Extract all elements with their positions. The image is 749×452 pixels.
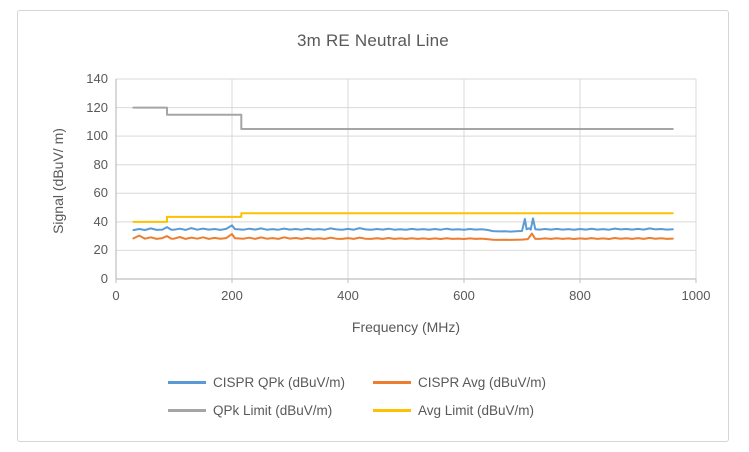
legend-item-avg-limit[interactable]: Avg Limit (dBuV/m) [373, 403, 578, 418]
y-tick-label: 20 [93, 242, 108, 258]
legend-row-2: QPk Limit (dBuV/m) Avg Limit (dBuV/m) [168, 403, 578, 418]
legend-line-swatch-cispr-avg [373, 381, 411, 384]
legend-row-1: CISPR QPk (dBuV/m) CISPR Avg (dBuV/m) [168, 375, 578, 390]
legend-label-qpk-limit: QPk Limit (dBuV/m) [213, 403, 333, 418]
x-tick-label: 600 [453, 288, 475, 303]
legend-label-avg-limit: Avg Limit (dBuV/m) [418, 403, 535, 418]
chart-frame[interactable]: 3m RE Neutral Line 0 20 40 60 80 100 120 140 0 2… [17, 10, 729, 442]
y-tick-label: 100 [86, 128, 108, 144]
legend-line-swatch-avg-limit [373, 409, 411, 412]
x-tick-label: 0 [112, 288, 120, 303]
legend-label-cispr-qpk: CISPR QPk (dBuV/m) [213, 375, 346, 390]
legend-item-cispr-avg[interactable]: CISPR Avg (dBuV/m) [373, 375, 578, 390]
y-tick-label: 80 [93, 156, 108, 172]
chart-title: 3m RE Neutral Line [297, 31, 449, 50]
legend-item-qpk-limit[interactable]: QPk Limit (dBuV/m) [168, 403, 373, 418]
y-tick-label: 120 [86, 99, 108, 115]
y-tick-label: 40 [93, 213, 108, 229]
x-tick-label: 1000 [681, 288, 711, 303]
y-tick-label: 60 [93, 185, 108, 201]
y-tick-label: 140 [86, 71, 108, 86]
legend-line-swatch-qpk-limit [168, 409, 206, 412]
x-tick-label: 400 [337, 288, 359, 303]
x-axis-title: Frequency (MHz) [351, 319, 461, 335]
legend-item-cispr-qpk[interactable]: CISPR QPk (dBuV/m) [168, 375, 373, 390]
y-tick-label: 0 [100, 271, 108, 286]
y-axis-title: Signal (dBuV/ m) [50, 128, 66, 234]
legend-line-swatch-cispr-qpk [168, 381, 206, 384]
chart-legend: CISPR QPk (dBuV/m) CISPR Avg (dBuV/m) QP… [18, 375, 728, 418]
plot-area [115, 78, 697, 283]
x-tick-label: 800 [569, 288, 591, 303]
x-tick-label: 200 [221, 288, 243, 303]
legend-label-cispr-avg: CISPR Avg (dBuV/m) [418, 375, 547, 390]
